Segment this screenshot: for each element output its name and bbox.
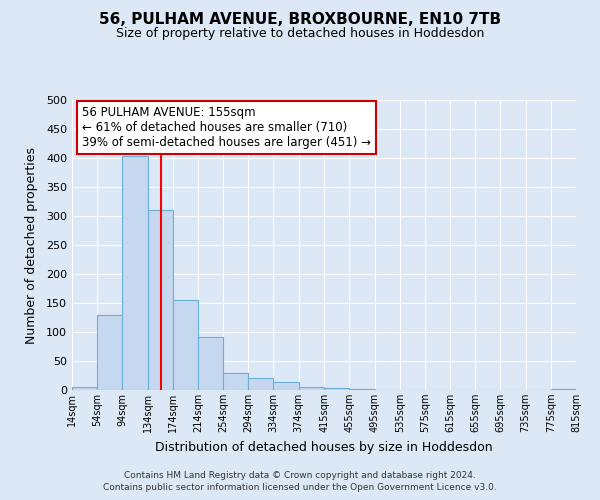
Bar [122,156,148,390]
Text: Size of property relative to detached houses in Hoddesdon: Size of property relative to detached ho… [116,28,484,40]
Bar [248,378,274,390]
Bar [274,382,299,390]
Bar [325,388,349,390]
Y-axis label: Number of detached properties: Number of detached properties [25,146,38,344]
X-axis label: Distribution of detached houses by size in Hoddesdon: Distribution of detached houses by size … [155,440,493,454]
Text: 56 PULHAM AVENUE: 155sqm
← 61% of detached houses are smaller (710)
39% of semi-: 56 PULHAM AVENUE: 155sqm ← 61% of detach… [82,106,371,149]
Text: Contains HM Land Registry data © Crown copyright and database right 2024.: Contains HM Land Registry data © Crown c… [124,471,476,480]
Bar [223,372,248,390]
Text: Contains public sector information licensed under the Open Government Licence v3: Contains public sector information licen… [103,484,497,492]
Bar [97,314,122,390]
Bar [299,387,323,390]
Bar [551,389,576,390]
Bar [198,336,223,390]
Bar [72,387,97,390]
Bar [148,210,173,390]
Text: 56, PULHAM AVENUE, BROXBOURNE, EN10 7TB: 56, PULHAM AVENUE, BROXBOURNE, EN10 7TB [99,12,501,28]
Bar [173,300,198,390]
